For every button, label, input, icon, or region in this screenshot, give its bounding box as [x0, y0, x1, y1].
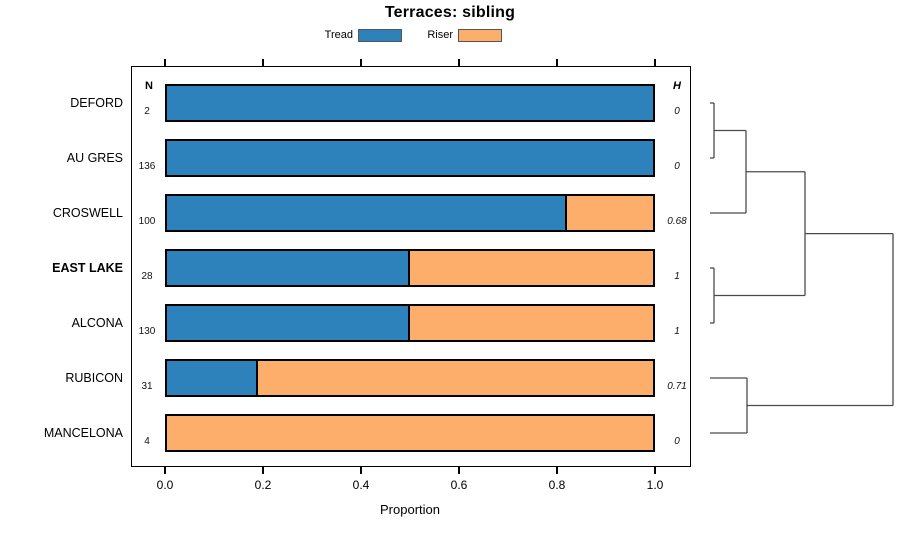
h-value: 0 — [674, 161, 680, 172]
h-value: 0 — [674, 436, 680, 447]
n-value: 28 — [141, 271, 153, 282]
tread-segment — [165, 139, 655, 177]
tread-segment — [165, 359, 259, 397]
x-tick-bottom — [360, 467, 362, 474]
x-tick-bottom — [556, 467, 558, 474]
site-label-mancelona: MANCELONA — [43, 426, 123, 440]
legend-label-riser: Riser — [427, 29, 453, 41]
h-value: 1 — [674, 326, 680, 337]
x-tick-top — [654, 59, 656, 66]
stacked-bar-au-gres — [165, 139, 655, 177]
column-header-h: H — [673, 80, 681, 92]
riser-segment — [165, 414, 655, 452]
x-tick-bottom — [164, 467, 166, 474]
x-tick-label: 0.0 — [156, 478, 174, 492]
stacked-bar-croswell — [165, 194, 655, 232]
h-value: 0.71 — [667, 381, 687, 392]
tread-segment — [165, 194, 567, 232]
n-value: 130 — [138, 326, 156, 337]
x-tick-bottom — [654, 467, 656, 474]
tread-segment — [165, 304, 410, 342]
x-tick-label: 1.0 — [646, 478, 664, 492]
site-label-croswell: CROSWELL — [52, 206, 123, 220]
x-tick-bottom — [262, 467, 264, 474]
plot-frame — [131, 66, 691, 467]
h-value: 1 — [674, 271, 680, 282]
n-value: 4 — [144, 436, 150, 447]
site-label-au-gres: AU GRES — [66, 151, 123, 165]
stacked-bar-east-lake — [165, 249, 655, 287]
chart-title: Terraces: sibling — [384, 4, 516, 21]
dendrogram — [710, 102, 894, 434]
x-axis-title: Proportion — [380, 502, 440, 517]
x-tick-label: 0.4 — [352, 478, 370, 492]
column-header-n: N — [145, 80, 153, 92]
x-tick-top — [164, 59, 166, 66]
site-label-rubicon: RUBICON — [65, 371, 123, 385]
stacked-bar-rubicon — [165, 359, 655, 397]
tread-segment — [165, 249, 410, 287]
site-label-alcona: ALCONA — [71, 316, 123, 330]
n-value: 100 — [138, 216, 156, 227]
riser-segment — [408, 304, 655, 342]
x-tick-top — [262, 59, 264, 66]
riser-segment — [408, 249, 655, 287]
stacked-bar-deford — [165, 84, 655, 122]
legend-swatch-riser — [458, 29, 502, 42]
h-value: 0.68 — [667, 216, 687, 227]
stacked-bar-mancelona — [165, 414, 655, 452]
legend-label-tread: Tread — [324, 29, 353, 41]
legend-swatch-tread — [358, 29, 402, 42]
stacked-bar-alcona — [165, 304, 655, 342]
tread-segment — [165, 84, 655, 122]
site-label-east-lake: EAST LAKE — [52, 261, 123, 275]
x-tick-top — [458, 59, 460, 66]
x-tick-label: 0.6 — [450, 478, 468, 492]
n-value: 31 — [141, 381, 153, 392]
x-tick-top — [360, 59, 362, 66]
x-tick-bottom — [458, 467, 460, 474]
n-value: 136 — [138, 161, 156, 172]
n-value: 2 — [144, 106, 150, 117]
site-label-deford: DEFORD — [70, 96, 123, 110]
h-value: 0 — [674, 106, 680, 117]
riser-segment — [564, 194, 655, 232]
x-tick-top — [556, 59, 558, 66]
x-tick-label: 0.8 — [548, 478, 566, 492]
x-tick-label: 0.2 — [254, 478, 272, 492]
riser-segment — [256, 359, 655, 397]
